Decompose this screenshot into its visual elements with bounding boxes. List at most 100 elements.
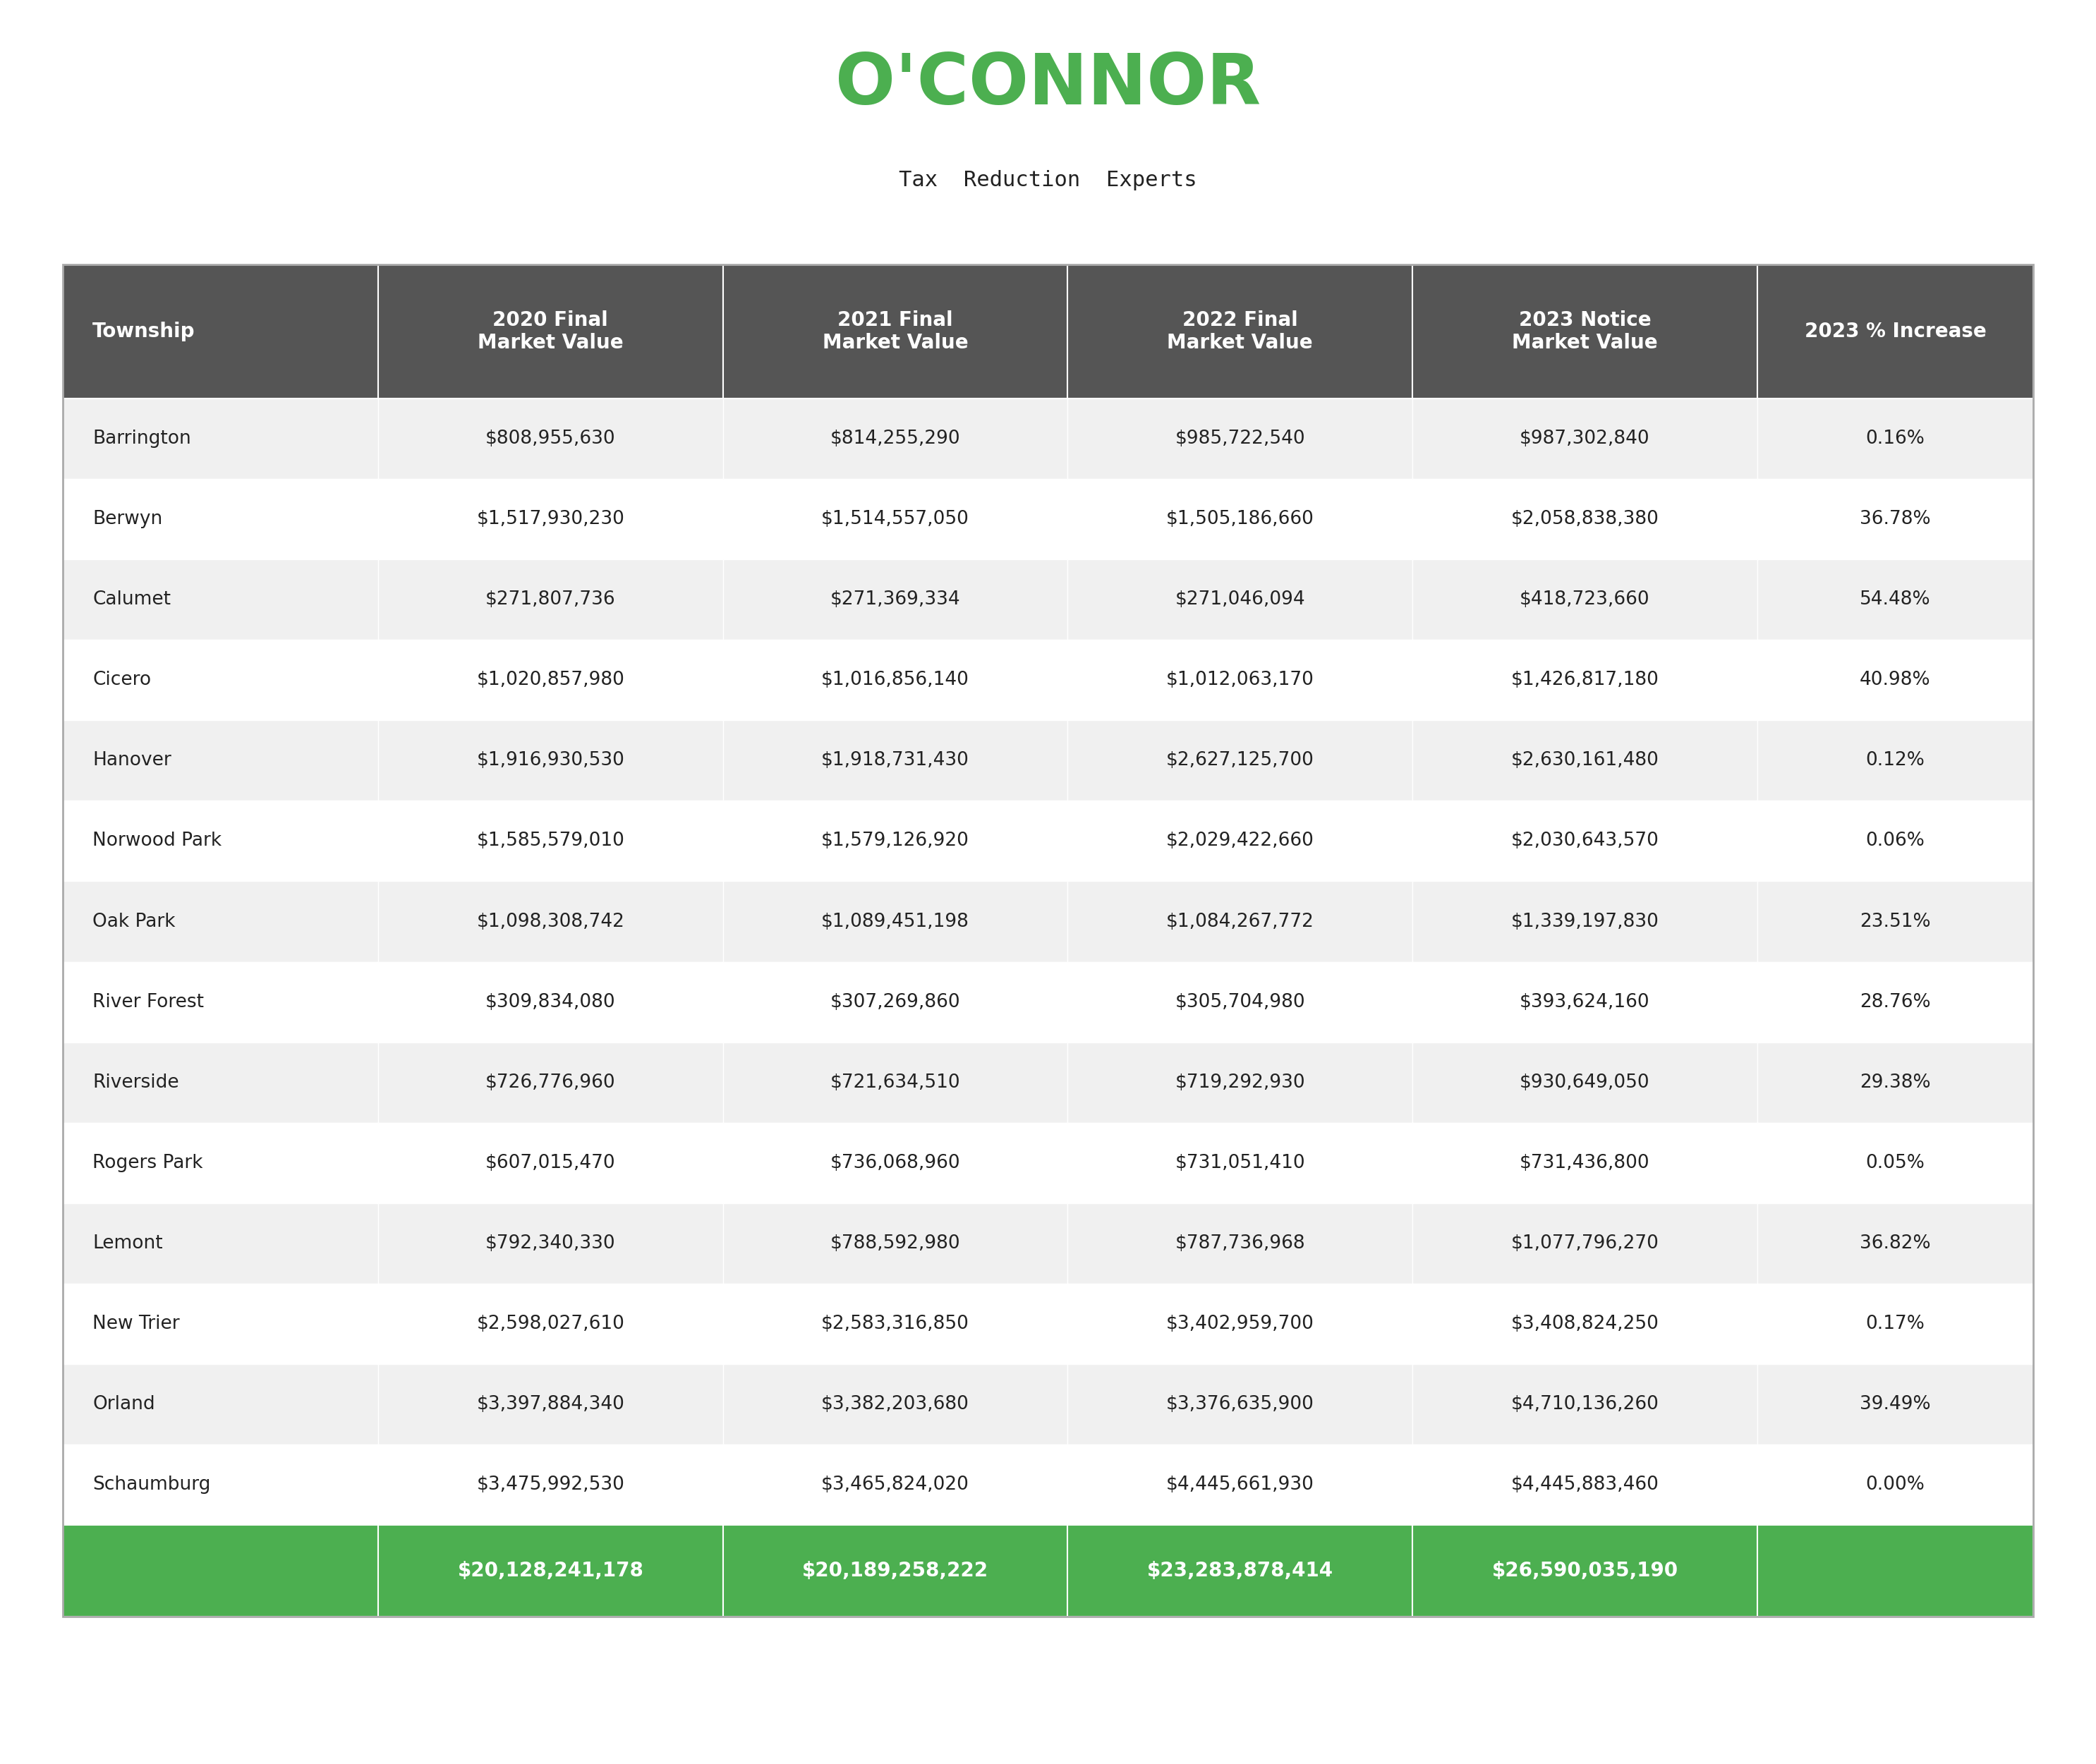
Bar — [723, 1284, 1067, 1364]
Text: 0.05%: 0.05% — [1865, 1154, 1924, 1171]
Text: 28.76%: 28.76% — [1859, 993, 1930, 1011]
Text: $808,955,630: $808,955,630 — [486, 430, 616, 448]
Bar — [1756, 265, 2033, 399]
Bar — [723, 961, 1067, 1043]
Bar — [377, 882, 723, 961]
Text: $26,590,035,190: $26,590,035,190 — [1492, 1561, 1679, 1581]
Text: $1,426,817,180: $1,426,817,180 — [1511, 670, 1658, 690]
Bar — [63, 1203, 377, 1284]
Bar — [377, 1284, 723, 1364]
Text: $3,465,824,020: $3,465,824,020 — [822, 1475, 968, 1494]
Bar — [1756, 1043, 2033, 1122]
Bar — [1067, 1043, 1413, 1122]
Text: O'CONNOR: O'CONNOR — [834, 51, 1262, 118]
Text: $721,634,510: $721,634,510 — [830, 1073, 960, 1092]
Bar — [377, 720, 723, 801]
Bar — [377, 559, 723, 640]
Text: 0.17%: 0.17% — [1865, 1314, 1924, 1334]
Text: $814,255,290: $814,255,290 — [830, 430, 960, 448]
Text: $3,397,884,340: $3,397,884,340 — [476, 1395, 625, 1413]
Bar — [1067, 961, 1413, 1043]
Bar — [1756, 801, 2033, 882]
Bar — [1413, 1203, 1756, 1284]
Text: $1,077,796,270: $1,077,796,270 — [1511, 1235, 1658, 1252]
Text: Tax  Reduction  Experts: Tax Reduction Experts — [899, 169, 1197, 191]
Text: $985,722,540: $985,722,540 — [1176, 430, 1306, 448]
Bar — [723, 1203, 1067, 1284]
Text: $2,627,125,700: $2,627,125,700 — [1165, 751, 1314, 769]
Bar — [1067, 1364, 1413, 1445]
Bar — [1067, 480, 1413, 559]
Bar — [1413, 640, 1756, 720]
Bar — [63, 399, 377, 480]
Bar — [723, 640, 1067, 720]
Bar — [1413, 480, 1756, 559]
Text: 39.49%: 39.49% — [1859, 1395, 1930, 1413]
Text: 2023 % Increase: 2023 % Increase — [1805, 321, 1987, 342]
Bar — [1413, 1122, 1756, 1203]
Text: 0.06%: 0.06% — [1865, 833, 1924, 850]
Text: $4,445,883,460: $4,445,883,460 — [1511, 1475, 1658, 1494]
Text: Calumet: Calumet — [92, 591, 170, 609]
Bar — [377, 1203, 723, 1284]
Bar — [1413, 801, 1756, 882]
Text: $1,020,857,980: $1,020,857,980 — [476, 670, 625, 690]
Text: 36.78%: 36.78% — [1859, 510, 1930, 529]
Text: $20,189,258,222: $20,189,258,222 — [803, 1561, 989, 1581]
Bar — [377, 961, 723, 1043]
Text: $987,302,840: $987,302,840 — [1520, 430, 1650, 448]
Text: $1,012,063,170: $1,012,063,170 — [1165, 670, 1314, 690]
Text: Rogers Park: Rogers Park — [92, 1154, 203, 1171]
Text: 23.51%: 23.51% — [1859, 912, 1930, 931]
Bar — [723, 1122, 1067, 1203]
Text: $1,585,579,010: $1,585,579,010 — [476, 833, 625, 850]
Bar — [1413, 720, 1756, 801]
Text: Oak Park: Oak Park — [92, 912, 176, 931]
Text: Hanover: Hanover — [92, 751, 172, 769]
Bar — [1067, 1203, 1413, 1284]
Bar — [377, 1524, 723, 1616]
Text: $792,340,330: $792,340,330 — [486, 1235, 616, 1252]
Text: Riverside: Riverside — [92, 1073, 178, 1092]
Text: 0.12%: 0.12% — [1865, 751, 1924, 769]
Text: $788,592,980: $788,592,980 — [830, 1235, 960, 1252]
Text: Schaumburg: Schaumburg — [92, 1475, 210, 1494]
Text: Orland: Orland — [92, 1395, 155, 1413]
Bar — [1067, 559, 1413, 640]
Text: Cicero: Cicero — [92, 670, 151, 690]
Text: 2021 Final
Market Value: 2021 Final Market Value — [822, 310, 968, 353]
Text: $418,723,660: $418,723,660 — [1520, 591, 1650, 609]
Bar — [1756, 1122, 2033, 1203]
Bar — [1756, 961, 2033, 1043]
Text: $1,579,126,920: $1,579,126,920 — [822, 833, 968, 850]
Text: $1,514,557,050: $1,514,557,050 — [822, 510, 968, 529]
Text: $271,046,094: $271,046,094 — [1176, 591, 1306, 609]
Bar — [63, 801, 377, 882]
Bar — [1756, 640, 2033, 720]
Text: Berwyn: Berwyn — [92, 510, 163, 529]
Bar — [63, 1524, 377, 1616]
Bar — [1413, 1043, 1756, 1122]
Bar — [723, 480, 1067, 559]
Bar — [63, 961, 377, 1043]
Bar — [1067, 801, 1413, 882]
Text: Norwood Park: Norwood Park — [92, 833, 222, 850]
Text: $1,098,308,742: $1,098,308,742 — [476, 912, 625, 931]
Bar — [1413, 1284, 1756, 1364]
Text: Lemont: Lemont — [92, 1235, 163, 1252]
Bar — [63, 720, 377, 801]
Text: $2,598,027,610: $2,598,027,610 — [476, 1314, 625, 1334]
Bar — [1413, 1524, 1756, 1616]
Bar — [377, 1445, 723, 1524]
Bar — [723, 801, 1067, 882]
Bar — [1756, 1203, 2033, 1284]
Text: $20,128,241,178: $20,128,241,178 — [457, 1561, 643, 1581]
Bar — [377, 1122, 723, 1203]
Text: $1,016,856,140: $1,016,856,140 — [822, 670, 968, 690]
Text: $4,445,661,930: $4,445,661,930 — [1165, 1475, 1314, 1494]
Bar — [63, 480, 377, 559]
Text: $23,283,878,414: $23,283,878,414 — [1147, 1561, 1333, 1581]
Bar — [723, 1445, 1067, 1524]
Text: $3,475,992,530: $3,475,992,530 — [476, 1475, 625, 1494]
Text: $2,058,838,380: $2,058,838,380 — [1511, 510, 1658, 529]
